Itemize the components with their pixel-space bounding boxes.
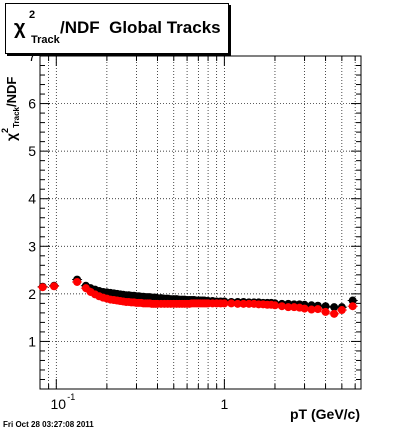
red-series-point (38, 283, 47, 292)
axis-ticks (39, 55, 361, 390)
red-series-point (233, 299, 242, 308)
red-series-point (227, 299, 236, 308)
ylabel-subscript: Track (12, 107, 21, 128)
x-tick-label: 10 (50, 396, 66, 412)
data-points (37, 275, 358, 318)
title-chi-symbol: χ (14, 17, 26, 39)
y-tick-label: 5 (28, 143, 36, 159)
grid-lines (39, 56, 361, 389)
x-tick-label: 1 (220, 396, 228, 412)
plot-frame (39, 55, 362, 390)
red-series-point (73, 277, 82, 286)
title-subscript: Track (31, 34, 60, 46)
red-series-point (220, 299, 229, 308)
red-series-point (284, 303, 293, 312)
ylabel-text: /NDF (4, 76, 19, 108)
ylabel-chi-symbol: χ (3, 132, 19, 141)
red-series-point (348, 302, 357, 311)
black-series-point (321, 302, 330, 311)
x-tick-label-exponent: -1 (67, 392, 75, 402)
x-axis-label: pT (GeV/c) (290, 406, 361, 422)
black-series-point (330, 303, 339, 312)
red-series-point (300, 304, 309, 313)
y-tick-label: 7 (28, 48, 36, 64)
tick-labels: 1 2 3 4 5 6 7 10 -1 1 (28, 48, 228, 412)
y-tick-label: 6 (28, 96, 36, 112)
timestamp: Fri Oct 28 03:27:08 2011 (3, 420, 94, 429)
y-tick-label: 3 (28, 238, 36, 254)
red-series-point (270, 301, 279, 310)
y-tick-label: 1 (28, 333, 36, 349)
ylabel-superscript: 2 (0, 127, 10, 133)
y-tick-label: 4 (28, 191, 36, 207)
red-series-point (277, 302, 286, 311)
red-series-point (313, 305, 322, 314)
title-text: /NDF Global Tracks (60, 18, 221, 37)
red-series-point (307, 305, 316, 314)
y-tick-label: 2 (28, 286, 36, 302)
red-series-point (330, 309, 339, 318)
y-axis-label: χ2Track/NDF (0, 21, 23, 141)
chart-title: χ 2 Track /NDF Global Tracks (5, 3, 229, 54)
black-series-point (348, 296, 357, 305)
title-superscript: 2 (29, 9, 36, 21)
red-series-point (50, 282, 59, 291)
red-series-point (321, 307, 330, 316)
red-series-point (337, 306, 346, 315)
